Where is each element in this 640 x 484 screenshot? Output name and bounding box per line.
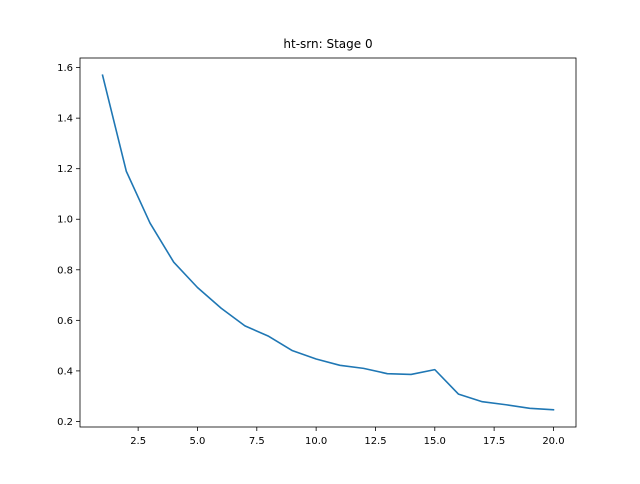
x-tick-label: 7.5 xyxy=(249,436,265,447)
y-tick-label: 0.2 xyxy=(57,417,73,428)
x-tick-label: 15.0 xyxy=(424,436,446,447)
y-tick-label: 0.6 xyxy=(57,316,73,327)
y-tick-label: 0.8 xyxy=(57,265,73,276)
chart-title: ht-srn: Stage 0 xyxy=(283,37,372,51)
x-tick-label: 17.5 xyxy=(483,436,505,447)
y-tick-label: 1.4 xyxy=(57,114,73,125)
x-tick-label: 5.0 xyxy=(190,436,206,447)
y-tick-label: 1.6 xyxy=(57,63,73,74)
y-tick-label: 1.2 xyxy=(57,164,73,175)
x-tick-label: 20.0 xyxy=(542,436,564,447)
y-tick-label: 1.0 xyxy=(57,215,73,226)
x-tick-label: 10.0 xyxy=(305,436,327,447)
x-tick-label: 2.5 xyxy=(130,436,146,447)
y-tick-label: 0.4 xyxy=(57,366,73,377)
x-tick-label: 12.5 xyxy=(364,436,386,447)
